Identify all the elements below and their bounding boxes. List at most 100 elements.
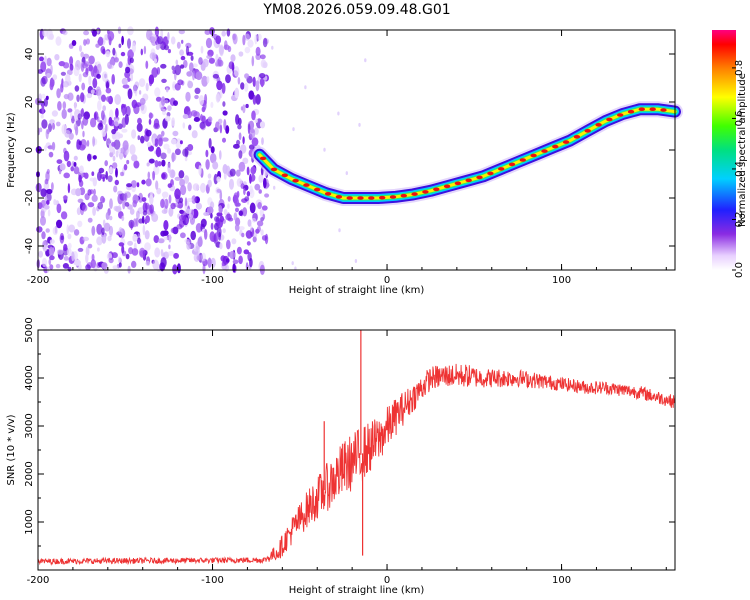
noise-blob [259,73,266,79]
noise-blob [52,122,55,130]
noise-blob [97,247,100,252]
noise-blob [67,248,72,257]
noise-blob [225,213,232,221]
noise-blob [225,74,231,84]
noise-blob [93,65,98,74]
noise-blob [86,93,93,99]
noise-blob [173,252,180,259]
ridge-peak [465,178,472,183]
noise-blob [201,75,208,87]
noise-blob [153,118,160,129]
y-tick-label: 1000 [24,509,35,534]
noise-blob [114,179,120,186]
noise-blob [163,236,168,241]
snr-y-label: SNR (10 * v/v) [6,414,17,485]
y-tick-label: -20 [24,190,35,206]
noise-blob [138,218,144,224]
noise-blob [127,88,133,100]
noise-blob [195,223,202,233]
noise-blob [182,122,186,129]
noise-blob [180,232,186,239]
noise-blob [91,225,96,236]
noise-blob [292,127,295,132]
noise-blob [130,180,137,188]
noise-blob [237,77,241,85]
noise-blob [48,258,52,266]
noise-blob [174,64,182,76]
noise-blob [56,219,63,229]
noise-blob [223,209,228,215]
noise-blob [62,62,70,69]
noise-blob [136,123,143,132]
noise-blob [206,54,213,60]
noise-blob [149,36,156,43]
noise-blob [246,241,251,246]
noise-blob [212,73,219,79]
noise-blob [112,265,118,270]
noise-blob [151,213,159,223]
noise-blob [87,189,92,196]
noise-blob [225,258,230,263]
noise-blob [61,108,67,120]
noise-blob [52,226,58,236]
noise-blob [122,84,130,89]
noise-blob [61,124,67,135]
noise-blob [358,122,361,127]
noise-blob [111,74,115,85]
noise-blob [92,29,97,37]
noise-blob [140,135,145,144]
noise-blob [235,114,240,125]
noise-blob [151,67,158,78]
noise-blob [114,131,121,141]
noise-blob [60,211,68,220]
noise-blob [192,70,195,81]
noise-blob [118,226,123,236]
noise-blob [160,152,167,160]
noise-blob [74,113,79,122]
noise-blob [262,37,268,48]
noise-blob [254,183,261,191]
noise-blob [97,122,104,131]
noise-blob [124,192,128,201]
noise-blob [250,166,257,175]
noise-blob [165,87,169,93]
noise-blob [186,71,193,77]
noise-blob [209,153,217,164]
ridge-peak [476,175,483,180]
colorbar-gradient [712,30,736,270]
ridge-peak [617,113,624,117]
noise-blob [238,161,246,172]
noise-blob [257,33,262,41]
noise-blob [222,164,228,174]
noise-blob [77,247,84,252]
noise-blob [129,144,136,156]
noise-blob [176,224,183,230]
noise-blob [158,137,163,147]
noise-blob [46,129,50,135]
noise-blob [119,151,124,160]
noise-blob [170,138,177,145]
noise-blob [174,176,181,181]
noise-blob [108,257,114,264]
noise-blob [111,141,116,147]
noise-blob [188,213,194,220]
noise-blob [198,165,202,176]
noise-blob [235,207,239,213]
noise-blob [35,182,42,193]
noise-blob [49,255,55,261]
noise-blob [132,200,137,208]
noise-blob [252,236,257,243]
noise-blob [154,138,159,148]
colorbar-ticks: 0.0 0.2 0.4 0.6 0.8 [732,60,745,278]
noise-blob [264,193,270,198]
noise-blob [109,166,113,174]
noise-blob [120,171,124,177]
colorbar-tick-label: 0.8 [734,60,745,76]
noise-blob [103,222,111,232]
noise-blob [115,107,119,118]
noise-blob [62,30,68,36]
noise-blob [210,222,214,230]
noise-blob [203,212,210,216]
noise-blob [130,73,134,82]
noise-blob [97,89,102,101]
